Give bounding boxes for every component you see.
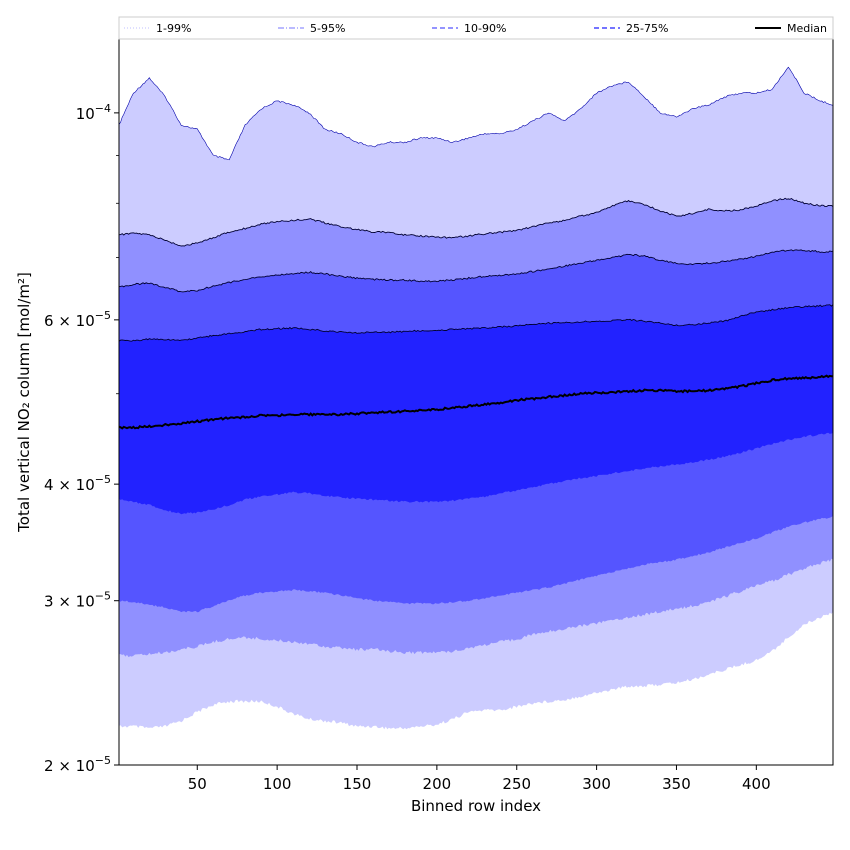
legend-label-5-95pct: 5-95% [310,22,345,35]
band-edge-10-90pct [119,249,833,293]
legend-label-10-90pct: 10-90% [464,22,506,35]
y-tick-label: 2 × 10−5 [44,754,111,775]
percentile-bands [119,66,833,730]
x-tick-label: 250 [502,775,531,793]
median-line [119,374,833,430]
x-tick-label: 100 [263,775,292,793]
band-edge-25-75pct [119,304,833,342]
x-tick-label: 300 [582,775,611,793]
y-tick-label: 6 × 10−5 [44,309,111,330]
legend-label-median: Median [787,22,827,35]
x-tick-label: 200 [423,775,452,793]
x-tick-label: 400 [742,775,771,793]
median-series [119,374,833,430]
legend: 1-99% 5-95% 10-90% 25-75% Median [118,16,834,40]
x-axis-title: Binned row index [411,797,541,815]
legend-label-25-75pct: 25-75% [626,22,668,35]
band-edge-1-99pct [119,66,833,161]
y-tick-label: 10−4 [76,102,111,123]
y-tick-label: 3 × 10−5 [44,590,111,611]
x-tick-label: 150 [343,775,372,793]
legend-box [118,16,834,40]
y-tick-label: 4 × 10−5 [44,473,111,494]
x-tick-label: 50 [188,775,207,793]
x-axis-ticks: 50 100 150 200 250 300 350 400 [188,765,771,793]
y-axis-title: Total vertical NO₂ column [mol/m²] [15,272,33,533]
band-25-75pct [119,304,833,515]
y-axis-ticks: 10−4 6 × 10−5 4 × 10−5 3 × 10−5 2 × 10−5 [44,102,119,775]
legend-label-1-99pct: 1-99% [156,22,191,35]
band-edge-5-95pct [119,197,833,247]
x-tick-label: 350 [662,775,691,793]
